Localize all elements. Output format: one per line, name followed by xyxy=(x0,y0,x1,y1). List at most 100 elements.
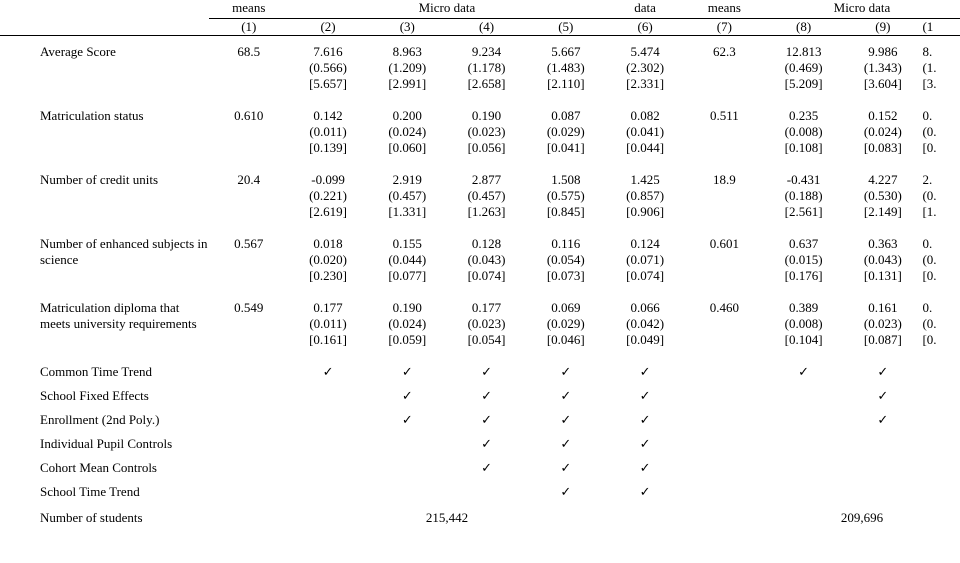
cell: (0.054) xyxy=(526,252,605,268)
cell: 5.667 xyxy=(526,36,605,61)
cell: 0.018 xyxy=(288,220,367,252)
check-icon: ✓ xyxy=(447,428,526,452)
cell: (1. xyxy=(922,60,960,76)
check-icon: ✓ xyxy=(288,348,367,380)
cell: [0. xyxy=(922,268,960,284)
cell: (2.302) xyxy=(605,60,684,76)
cell: (0.071) xyxy=(605,252,684,268)
check-icon: ✓ xyxy=(605,380,684,404)
row-label: Matriculation status xyxy=(0,92,209,156)
check-icon: ✓ xyxy=(605,404,684,428)
cell: 0.124 xyxy=(605,220,684,252)
cell: [3.604] xyxy=(843,76,922,92)
cell: [1.263] xyxy=(447,204,526,220)
cell: 0. xyxy=(922,92,960,124)
cell: [0.056] xyxy=(447,140,526,156)
header-data: data xyxy=(605,0,684,19)
row-label: School Fixed Effects xyxy=(0,380,209,404)
cell: (0.457) xyxy=(368,188,447,204)
cell: [0.845] xyxy=(526,204,605,220)
cell: (0.024) xyxy=(368,124,447,140)
cell: (1.343) xyxy=(843,60,922,76)
cell: [0.060] xyxy=(368,140,447,156)
table-row: Average Score68.57.6168.9639.2345.6675.4… xyxy=(0,36,960,61)
cell: [0.041] xyxy=(526,140,605,156)
row-label: Common Time Trend xyxy=(0,348,209,380)
check-icon: ✓ xyxy=(526,428,605,452)
cell: [0.073] xyxy=(526,268,605,284)
cell: [5.657] xyxy=(288,76,367,92)
colnum-8: (8) xyxy=(764,19,843,36)
cell xyxy=(922,380,960,404)
cell xyxy=(288,476,367,500)
cell: 0.069 xyxy=(526,284,605,316)
cell: 0.116 xyxy=(526,220,605,252)
cell: [0.139] xyxy=(288,140,367,156)
cell: [0.077] xyxy=(368,268,447,284)
cell xyxy=(685,476,764,500)
cell xyxy=(922,348,960,380)
cell: 1.508 xyxy=(526,156,605,188)
cell: [1. xyxy=(922,204,960,220)
cell: 0.190 xyxy=(368,284,447,316)
row-label: Matriculation diploma that meets univers… xyxy=(0,284,209,348)
cell: 0.235 xyxy=(764,92,843,124)
cell: (0.221) xyxy=(288,188,367,204)
header-means-2: means xyxy=(685,0,764,19)
cell: 0.601 xyxy=(685,220,764,252)
cell: (0.015) xyxy=(764,252,843,268)
cell: 2.877 xyxy=(447,156,526,188)
cell xyxy=(209,452,288,476)
cell: 0.549 xyxy=(209,284,288,316)
control-row: Common Time Trend✓✓✓✓✓✓✓ xyxy=(0,348,960,380)
cell: 0.152 xyxy=(843,92,922,124)
cell: 0.161 xyxy=(843,284,922,316)
cell: 2. xyxy=(922,156,960,188)
control-row: Enrollment (2nd Poly.)✓✓✓✓✓ xyxy=(0,404,960,428)
cell: (0.044) xyxy=(368,252,447,268)
colnum-9: (9) xyxy=(843,19,922,36)
check-icon: ✓ xyxy=(605,452,684,476)
cell: 8. xyxy=(922,36,960,61)
cell: [0.059] xyxy=(368,332,447,348)
cell: (0. xyxy=(922,188,960,204)
cell: (0.530) xyxy=(843,188,922,204)
table-row: Number of enhanced subjects in science0.… xyxy=(0,220,960,252)
cell xyxy=(368,452,447,476)
colnum-1: (1) xyxy=(209,19,288,36)
cell xyxy=(447,476,526,500)
cell: (0.029) xyxy=(526,124,605,140)
cell: (0.041) xyxy=(605,124,684,140)
cell: (0.043) xyxy=(843,252,922,268)
check-icon: ✓ xyxy=(843,348,922,380)
cell: (0.020) xyxy=(288,252,367,268)
cell: 12.813 xyxy=(764,36,843,61)
cell xyxy=(685,348,764,380)
cell: 0.637 xyxy=(764,220,843,252)
cell xyxy=(209,76,288,92)
cell: [0.906] xyxy=(605,204,684,220)
cell: -0.431 xyxy=(764,156,843,188)
colnum-6: (6) xyxy=(605,19,684,36)
cell: 0.200 xyxy=(368,92,447,124)
cell: (0.011) xyxy=(288,124,367,140)
table-row: Matriculation status0.6100.1420.2000.190… xyxy=(0,92,960,124)
cell xyxy=(209,380,288,404)
colnum-2: (2) xyxy=(288,19,367,36)
cell: 62.3 xyxy=(685,36,764,61)
colnum-3: (3) xyxy=(368,19,447,36)
control-row: Cohort Mean Controls✓✓✓ xyxy=(0,452,960,476)
cell: [2.619] xyxy=(288,204,367,220)
check-icon: ✓ xyxy=(843,404,922,428)
row-label: Number of enhanced subjects in science xyxy=(0,220,209,284)
cell: 9.234 xyxy=(447,36,526,61)
cell: 0.177 xyxy=(447,284,526,316)
check-icon: ✓ xyxy=(368,404,447,428)
cell: [0.131] xyxy=(843,268,922,284)
check-icon: ✓ xyxy=(605,428,684,452)
cell: 8.963 xyxy=(368,36,447,61)
table-row: Number of credit units20.4-0.0992.9192.8… xyxy=(0,156,960,188)
cell: 0.460 xyxy=(685,284,764,316)
cell: [0.046] xyxy=(526,332,605,348)
cell: 7.616 xyxy=(288,36,367,61)
